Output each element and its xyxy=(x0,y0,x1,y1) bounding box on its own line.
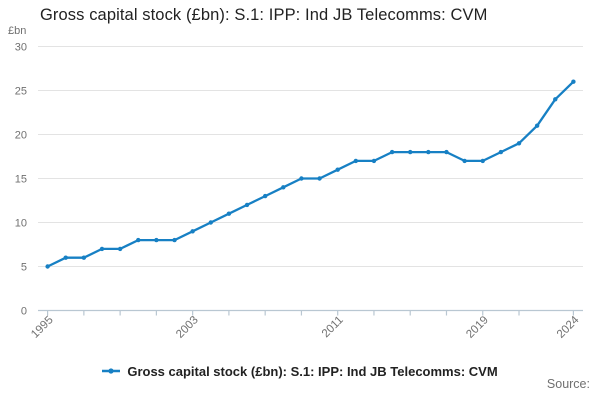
y-tick-label: 25 xyxy=(15,86,27,98)
data-line xyxy=(46,80,575,268)
data-point xyxy=(444,149,449,155)
data-point xyxy=(553,97,558,102)
data-point xyxy=(172,237,177,243)
data-point xyxy=(190,229,195,234)
legend-line-marker-icon xyxy=(102,368,121,374)
data-point xyxy=(534,123,540,128)
x-tick-label: 2019 xyxy=(464,314,491,341)
data-point xyxy=(226,211,232,216)
data-point xyxy=(353,158,359,164)
data-point xyxy=(571,79,576,84)
data-point xyxy=(462,158,467,164)
data-point xyxy=(136,237,141,243)
x-tick-label: 2003 xyxy=(174,314,201,341)
data-point xyxy=(299,176,304,181)
x-tick-label: 2011 xyxy=(320,314,346,340)
y-axis-unit-label: £bn xyxy=(8,25,27,37)
data-point xyxy=(45,264,50,269)
data-point xyxy=(335,167,340,172)
x-tick-label: 2024 xyxy=(555,314,582,341)
y-tick-label: 0 xyxy=(21,306,27,318)
chart-title: Gross capital stock (£bn): S.1: IPP: Ind… xyxy=(40,6,488,24)
y-tick-label: 10 xyxy=(15,218,27,230)
data-point xyxy=(426,149,431,155)
line-chart-plot: 0 5 10 15 20 25 30 1995 2003 2011 2019 2024 xyxy=(15,42,583,341)
data-point xyxy=(498,149,504,155)
data-point xyxy=(262,193,268,199)
x-tick-label: 1995 xyxy=(29,314,56,341)
data-point xyxy=(516,141,522,146)
source-label: Source: xyxy=(546,377,590,391)
data-point xyxy=(317,176,322,181)
data-point xyxy=(63,255,68,260)
data-point xyxy=(480,158,485,164)
legend: Gross capital stock (£bn): S.1: IPP: Ind… xyxy=(0,361,600,381)
y-tick-label: 5 xyxy=(21,262,27,274)
y-tick-label: 30 xyxy=(15,42,27,54)
legend-label: Gross capital stock (£bn): S.1: IPP: Ind… xyxy=(127,363,498,379)
data-point xyxy=(244,202,250,208)
data-point xyxy=(389,149,395,155)
data-point xyxy=(208,220,213,225)
y-tick-label: 15 xyxy=(15,174,27,186)
data-point xyxy=(117,246,123,252)
data-point xyxy=(99,246,105,252)
data-point xyxy=(154,237,159,243)
y-tick-label: 20 xyxy=(15,130,27,142)
data-point xyxy=(371,158,377,164)
data-point xyxy=(281,185,286,190)
data-point xyxy=(81,255,87,260)
data-point xyxy=(408,149,413,155)
